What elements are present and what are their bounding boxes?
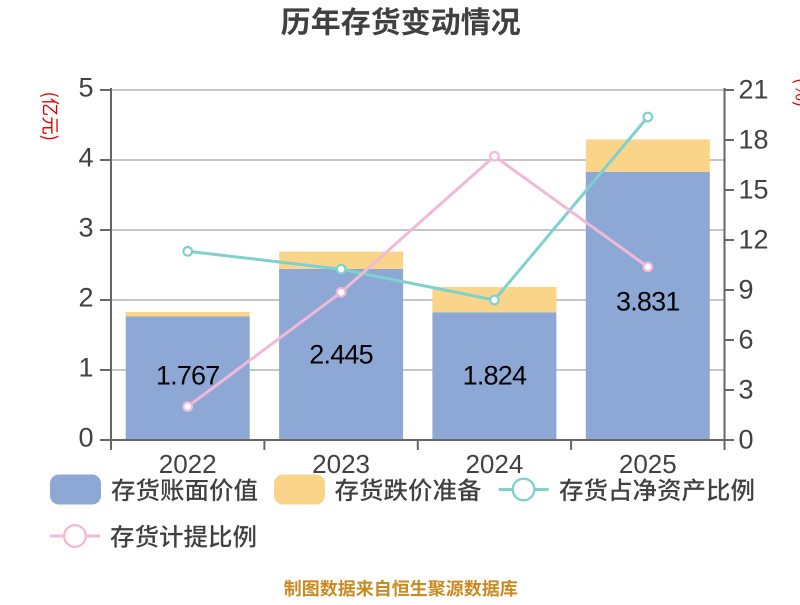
svg-text:2025: 2025 [619, 449, 677, 479]
svg-text:3: 3 [739, 374, 754, 404]
svg-text:0: 0 [739, 424, 754, 454]
svg-text:5: 5 [78, 72, 93, 102]
svg-text:1.767: 1.767 [156, 361, 220, 391]
svg-text:2023: 2023 [312, 449, 370, 479]
svg-text:15: 15 [739, 174, 769, 204]
svg-text:21: 21 [739, 74, 769, 104]
svg-text:3: 3 [78, 212, 93, 242]
svg-text:2: 2 [78, 282, 93, 312]
svg-text:4: 4 [78, 142, 93, 172]
svg-text:0: 0 [78, 422, 93, 452]
svg-text:18: 18 [739, 124, 769, 154]
svg-text:6: 6 [739, 324, 754, 354]
svg-text:2022: 2022 [159, 449, 217, 479]
svg-text:12: 12 [739, 224, 769, 254]
svg-text:9: 9 [739, 274, 754, 304]
svg-text:1.824: 1.824 [463, 361, 527, 391]
svg-text:3.831: 3.831 [616, 287, 680, 317]
svg-text:2024: 2024 [465, 449, 523, 479]
svg-text:2.445: 2.445 [309, 340, 373, 370]
svg-text:1: 1 [78, 352, 93, 382]
